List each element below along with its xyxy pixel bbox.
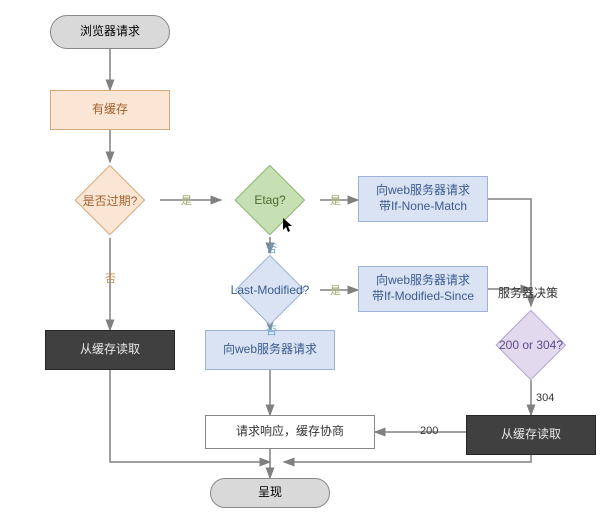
node-label: 呈现 <box>258 485 282 501</box>
node-label: 200 or 304? <box>471 310 591 380</box>
node-has_cache: 有缓存 <box>50 90 170 130</box>
node-req_inm: 向web服务器请求 带If-None-Match <box>358 176 488 222</box>
node-label: 请求响应，缓存协商 <box>236 424 344 440</box>
node-expired: 是否过期? <box>75 165 145 235</box>
node-status: 200 or 304? <box>496 310 566 380</box>
node-label: 从缓存读取 <box>80 342 140 358</box>
edge-label-l1: 是 <box>181 192 192 208</box>
edge-label-l4: 否 <box>266 240 277 256</box>
edge-label-l6: 否 <box>266 322 277 338</box>
node-label: 是否过期? <box>40 165 180 235</box>
edge-label-l3: 是 <box>330 192 341 208</box>
edge-label-l7: 304 <box>536 392 554 404</box>
node-label: 向web服务器请求 带If-None-Match <box>376 183 470 214</box>
edge-label-l5: 是 <box>330 282 341 298</box>
node-server_policy: 服务器决策 <box>498 284 558 301</box>
node-read_cache2: 从缓存读取 <box>466 415 596 455</box>
node-read_cache1: 从缓存读取 <box>45 330 175 370</box>
node-resp: 请求响应，缓存协商 <box>205 415 375 449</box>
node-label: 浏览器请求 <box>80 24 140 40</box>
node-lastmod: Last-Modified? <box>235 255 305 325</box>
node-label: 从缓存读取 <box>501 427 561 443</box>
node-etag: Etag? <box>235 165 305 235</box>
node-req_ims: 向web服务器请求 带If-Modified-Since <box>358 266 488 312</box>
node-label: 向web服务器请求 <box>223 342 317 358</box>
node-label: Etag? <box>225 165 315 235</box>
node-start: 浏览器请求 <box>50 15 170 49</box>
node-label: Last-Modified? <box>210 255 330 325</box>
node-label: 有缓存 <box>92 102 128 118</box>
edge-label-l2: 否 <box>105 270 116 286</box>
node-label: 向web服务器请求 带If-Modified-Since <box>372 273 474 304</box>
edge-label-l8: 200 <box>420 425 438 437</box>
node-render: 呈现 <box>210 478 330 508</box>
